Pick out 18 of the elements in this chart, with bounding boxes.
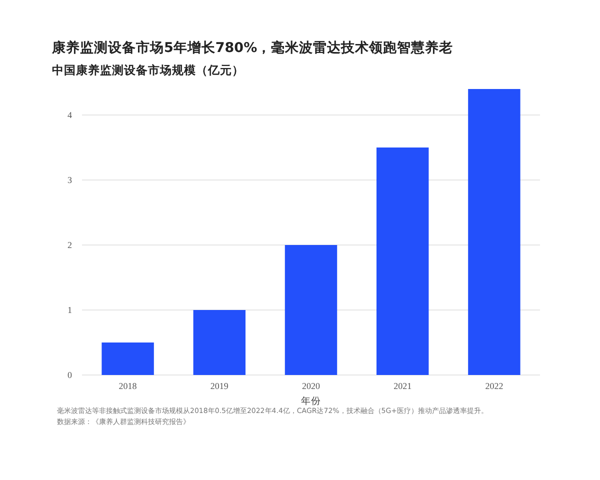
chart-subtitle: 中国康养监测设备市场规模（亿元） <box>52 63 244 77</box>
bar <box>376 148 429 375</box>
x-tick-label: 2020 <box>302 381 320 391</box>
bar <box>468 89 520 375</box>
bar <box>102 342 154 375</box>
bar <box>284 245 338 375</box>
x-tick-label: 2019 <box>210 381 229 391</box>
x-tick-label: 2018 <box>118 381 138 391</box>
bar <box>193 310 246 375</box>
chart-title: 康养监测设备市场5年增长780%，毫米波雷达技术领跑智慧养老 <box>51 39 454 56</box>
x-tick-label: 2022 <box>485 381 504 391</box>
y-tick-label: 4 <box>68 110 72 120</box>
y-tick-label: 0 <box>68 370 72 380</box>
x-tick-label: 2021 <box>394 381 412 391</box>
x-axis-title: 年份 <box>301 395 321 407</box>
y-tick-label: 1 <box>68 305 72 315</box>
y-tick-label: 3 <box>68 175 72 185</box>
y-tick-label: 2 <box>68 240 72 250</box>
